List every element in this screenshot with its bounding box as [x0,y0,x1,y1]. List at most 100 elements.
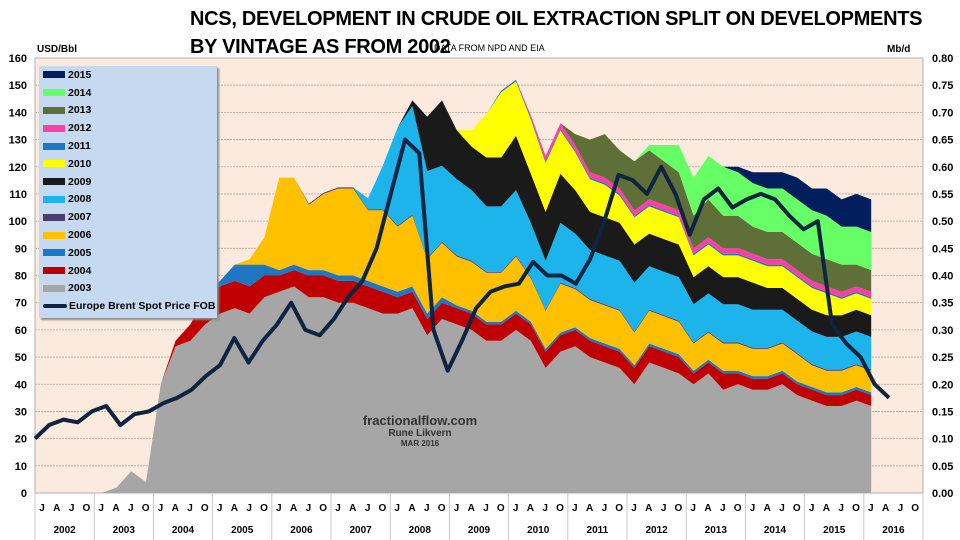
month-tick: O [83,503,91,514]
legend-label: 2013 [68,104,92,117]
year-label: 2013 [705,525,728,536]
legend-item-2008: 2008 [39,191,217,209]
y-tick-right: 0.30 [932,325,953,337]
month-tick: O [556,503,564,514]
legend-item-2010: 2010 [39,155,217,173]
chart-title: NCS, DEVELOPMENT IN CRUDE OIL EXTRACTION… [190,8,923,30]
y-tick-left: 80 [15,271,27,283]
month-tick: J [809,503,815,514]
y-tick-right: 0.60 [932,162,953,174]
y-tick-left: 30 [15,406,27,418]
month-tick: A [349,503,356,514]
y-tick-left: 10 [15,461,27,473]
year-label: 2002 [53,525,76,536]
legend-label: 2014 [68,86,92,99]
legend-swatch [43,195,65,203]
legend-item-2013: 2013 [39,102,217,120]
legend-swatch [43,267,65,275]
y-tick-right: 0.15 [932,406,953,418]
legend-swatch [43,284,65,292]
month-tick: O [852,503,860,514]
month-tick: J [98,503,104,514]
y-tick-right: 0.05 [932,461,953,473]
month-tick: J [128,503,134,514]
year-label: 2007 [349,525,372,536]
y-tick-left: 140 [9,107,27,119]
legend-item-brent: Europe Brent Spot Price FOB [39,297,217,315]
y-tick-right: 0.75 [932,80,953,92]
year-label: 2011 [587,525,609,536]
y-tick-left: 20 [15,434,27,446]
month-tick: J [572,503,578,514]
month-tick: O [734,503,742,514]
y-tick-left: 0 [21,488,27,500]
month-tick: J [631,503,637,514]
legend-label: Europe Brent Spot Price FOB [69,300,216,313]
month-tick: J [513,503,519,514]
year-label: 2010 [527,525,550,536]
y-tick-left: 130 [9,135,27,147]
legend-label: 2012 [68,122,92,135]
area-series-2009 [42,100,872,494]
month-tick: J [246,503,252,514]
year-label: 2015 [823,525,846,536]
y-tick-left: 90 [15,243,27,255]
year-label: 2009 [468,525,491,536]
legend-label: 2010 [68,157,92,170]
area-series-2013 [42,79,872,494]
legend-item-2007: 2007 [39,208,217,226]
legend-label: 2006 [68,229,92,242]
y-tick-right: 0.80 [932,53,953,65]
legend-swatch [43,106,65,114]
brent-price-line [33,137,891,441]
legend-swatch [43,213,65,221]
watermark-date: MAR 2016 [400,439,440,448]
month-tick: J [217,503,223,514]
year-label: 2005 [231,525,254,536]
y-tick-right: 0.35 [932,298,953,310]
y-tick-right: 0.40 [932,271,953,283]
year-label: 2004 [172,525,195,536]
y-tick-right: 0.55 [932,189,953,201]
y-tick-left: 100 [9,216,27,228]
month-tick: A [408,503,415,514]
month-tick: A [527,503,534,514]
year-label: 2006 [290,525,313,536]
y-tick-left: 40 [15,379,27,391]
month-tick: J [306,503,312,514]
y-tick-right: 0.50 [932,216,953,228]
month-tick: J [335,503,341,514]
year-label: 2014 [764,525,787,536]
legend-label: 2011 [68,140,91,153]
area-series-2003 [42,286,872,493]
month-tick: J [454,503,460,514]
legend-label: 2007 [68,211,92,224]
watermark-author: Rune Likvern [388,428,452,439]
y-tick-left: 150 [9,80,27,92]
legend-swatch [43,160,65,168]
month-tick: J [690,503,696,514]
month-tick: J [750,503,756,514]
month-tick: J [365,503,371,514]
month-tick: O [201,503,209,514]
year-label: 2003 [113,525,136,536]
month-tick: O [438,503,446,514]
legend-swatch [43,249,65,257]
month-tick: A [231,503,238,514]
legend-swatch [43,124,65,132]
legend-label: 2004 [68,264,92,277]
month-tick: J [602,503,608,514]
y-tick-right: 0.45 [932,243,953,255]
legend-item-2009: 2009 [39,173,217,191]
month-tick: O [911,503,919,514]
y-tick-right: 0.65 [932,135,953,147]
y-tick-right: 0.00 [932,488,953,500]
watermark: fractionalflow.com Rune Likvern MAR 2016 [355,413,485,448]
month-tick: A [823,503,830,514]
area-series-2004 [42,270,872,493]
month-tick: J [424,503,430,514]
month-tick: O [615,503,623,514]
y-tick-left: 120 [9,162,27,174]
month-tick: J [394,503,400,514]
legend-swatch [43,71,65,79]
